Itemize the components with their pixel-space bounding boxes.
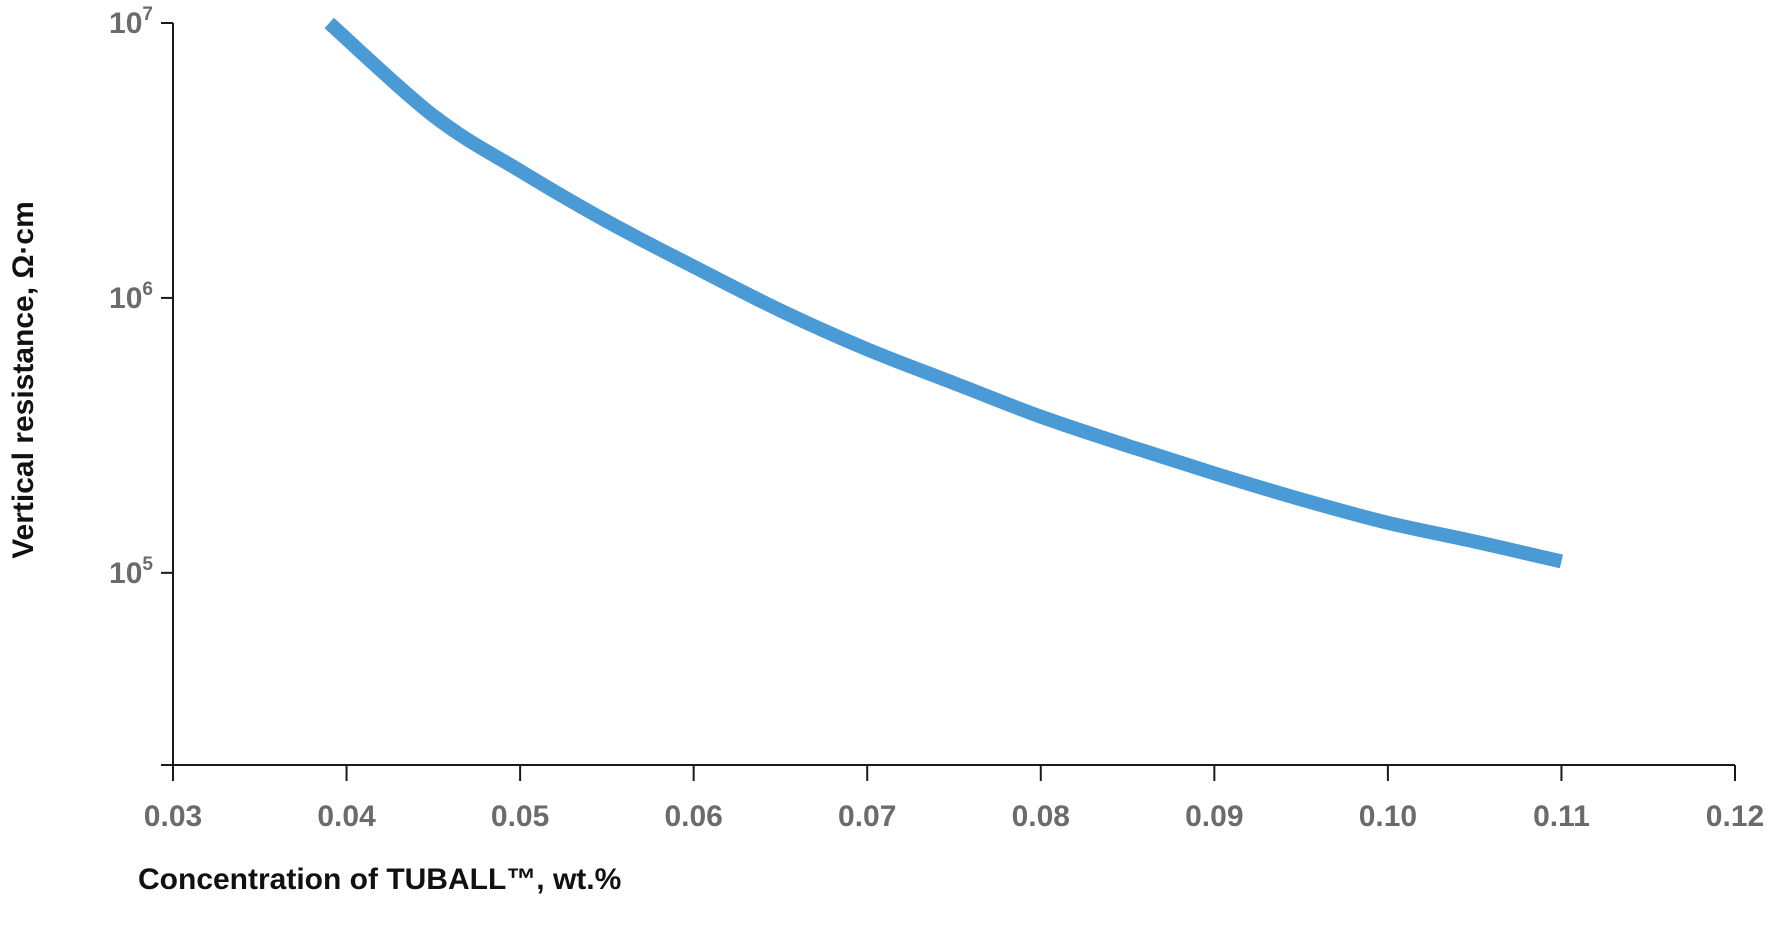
- y-tick-exponent: 5: [142, 554, 153, 575]
- y-tick-label: 105: [109, 554, 153, 590]
- x-axis: 0.03 0.04 0.05 0.06 0.07 0.08 0.09 0.10 0.11 0.12: [144, 764, 1764, 833]
- x-tick-label: 0.09: [1185, 800, 1243, 833]
- x-tick-label: 0.08: [1012, 800, 1070, 833]
- y-tick-base: 10: [109, 7, 142, 40]
- x-tick-label: 0.12: [1706, 800, 1764, 833]
- y-tick-exponent: 7: [142, 4, 153, 25]
- x-tick-label: 0.04: [317, 800, 376, 833]
- x-tick-label: 0.10: [1359, 800, 1417, 833]
- x-tick-label: 0.11: [1533, 800, 1590, 833]
- y-tick-label: 106: [109, 279, 153, 315]
- y-tick-base: 10: [109, 282, 142, 315]
- x-tick-label: 0.06: [664, 800, 722, 833]
- series-group: [324, 17, 1564, 569]
- x-axis-title: Concentration of TUBALL™, wt.%: [138, 863, 621, 896]
- y-tick-label: 107: [109, 4, 153, 40]
- y-axis-title: Vertical resistance, Ω·cm: [7, 201, 40, 559]
- y-tick-exponent: 6: [142, 279, 153, 300]
- x-tick-label: 0.07: [838, 800, 896, 833]
- y-tick-base: 10: [109, 557, 142, 590]
- x-tick-label: 0.05: [491, 800, 549, 833]
- series-line: [324, 17, 1564, 569]
- x-tick-label: 0.03: [144, 800, 202, 833]
